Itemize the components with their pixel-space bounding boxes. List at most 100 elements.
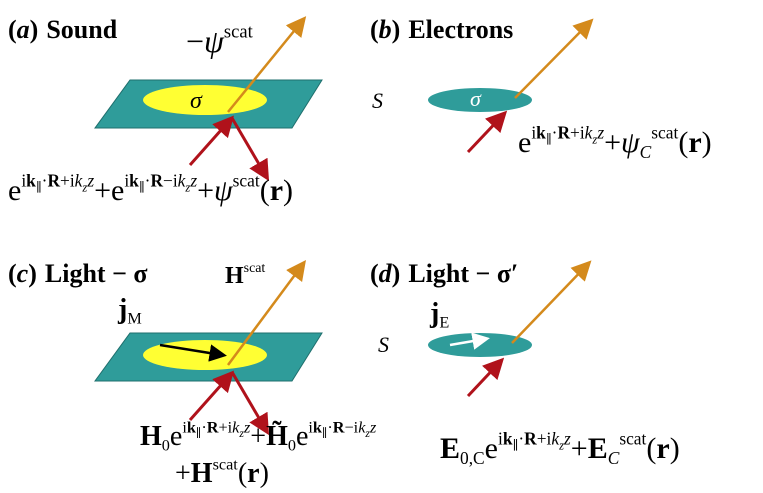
equation-part: z xyxy=(184,181,190,195)
panel-label: ( xyxy=(370,259,379,288)
equation-part: +i xyxy=(60,171,75,191)
equation-part: + xyxy=(604,126,621,159)
equation-part: z xyxy=(364,427,370,440)
scattered-arrow xyxy=(511,260,592,344)
equation-part: e xyxy=(518,126,531,159)
equation-part: r xyxy=(270,174,283,207)
current-arrow xyxy=(159,343,227,362)
equation-part: k xyxy=(187,418,196,436)
panel-label: ) xyxy=(30,15,39,44)
equation-part: i xyxy=(124,171,129,191)
equation-part: · xyxy=(145,171,151,191)
panel-label: ) xyxy=(392,15,401,44)
equation-part: −i xyxy=(345,418,359,436)
equation-part: ) xyxy=(283,174,293,207)
panel-title: (c) Light − σ xyxy=(8,259,148,288)
current-label-part: j xyxy=(429,298,439,329)
panel-title: (d) Light − σ′ xyxy=(370,259,518,288)
equation-part: k xyxy=(536,123,546,143)
disk-label: σ xyxy=(190,88,203,114)
equation-part: ∥ xyxy=(513,439,519,453)
equation-part: i xyxy=(531,123,536,143)
equation-part: + xyxy=(250,421,266,452)
panel-label: ( xyxy=(8,259,17,288)
equation-part: · xyxy=(201,418,206,436)
equation-part: z xyxy=(81,181,87,195)
equation-part: · xyxy=(327,418,332,436)
equation: H0eik∥·R+ikzz+H̃0eik∥·R−ikzz xyxy=(140,418,377,454)
equation-part: R xyxy=(207,418,219,436)
equation-part: k xyxy=(26,171,36,191)
equation-part: E xyxy=(588,432,608,465)
equation-part: k xyxy=(503,429,513,449)
equation-part: ∥ xyxy=(546,133,552,147)
equation-part: ∥ xyxy=(36,181,42,195)
equation-part: k xyxy=(129,171,139,191)
equation-part: · xyxy=(42,171,48,191)
scattered-arrow xyxy=(227,16,307,113)
equation-part: z xyxy=(591,133,597,147)
equation-part: z xyxy=(243,418,251,436)
reflected-arrow xyxy=(230,371,270,436)
equation-part: k xyxy=(313,418,322,436)
equation-part: ∥ xyxy=(196,427,201,440)
equation-part: k xyxy=(551,429,559,449)
surface-label: S xyxy=(372,88,383,113)
current-label: jE xyxy=(429,298,449,332)
beam-label-part: H xyxy=(225,263,244,289)
equation-part: scat xyxy=(619,429,646,449)
equation-part: z xyxy=(563,429,571,449)
equation-part: R xyxy=(333,418,345,436)
equation-part: · xyxy=(518,429,524,449)
equation-part: i xyxy=(21,171,26,191)
panel-label: ( xyxy=(370,15,379,44)
equation: E0,Ceik∥·R+ikzz+ECscat(r) xyxy=(440,429,680,469)
equation-part: · xyxy=(552,123,558,143)
equation-part: z xyxy=(596,123,604,143)
equation-part: r xyxy=(688,126,701,159)
equation-part: ∥ xyxy=(139,181,145,195)
beam-label: Hscat xyxy=(225,261,265,289)
equation-part: H xyxy=(191,458,213,489)
equation-part: R xyxy=(47,171,60,191)
current-label-part: j xyxy=(117,294,127,325)
disk-label: σ xyxy=(470,86,482,111)
equation-part: ( xyxy=(646,432,656,465)
equation-part: C xyxy=(608,448,620,468)
equation-part: ( xyxy=(238,458,247,489)
incident-arrow xyxy=(188,115,234,166)
equation-part: k xyxy=(358,418,366,436)
equation-part: i xyxy=(498,429,503,449)
equation-part: H xyxy=(140,421,162,452)
beam-label-part: − xyxy=(186,23,204,59)
equation-part: ∥ xyxy=(322,427,327,440)
panel-label: b xyxy=(379,15,392,44)
equation-part: r xyxy=(247,458,259,489)
equation: +Hscat(r) xyxy=(175,455,269,489)
equation: eik∥·R+ikzz+ψCscat(r) xyxy=(518,123,712,163)
equation-part: E xyxy=(440,432,460,465)
panel-title: (b) Electrons xyxy=(370,15,513,44)
equation-part: + xyxy=(571,432,588,465)
equation-part: e xyxy=(8,174,21,207)
panel-label: ( xyxy=(8,15,17,44)
equation-part: ) xyxy=(670,432,680,465)
beam-label: −ψscat xyxy=(186,22,254,59)
equation-part: 0,C xyxy=(460,448,485,468)
equation-part: R xyxy=(557,123,570,143)
beam-label-part: scat xyxy=(224,22,254,43)
equation-part: 0 xyxy=(288,437,296,455)
panel-label: c xyxy=(17,259,29,288)
panel-label: a xyxy=(17,15,30,44)
equation-part: scat xyxy=(213,455,239,473)
equation-part: z xyxy=(369,418,377,436)
equation-part: i xyxy=(308,418,313,436)
incident-arrow xyxy=(188,370,234,421)
equation-part: ψ xyxy=(214,174,234,207)
equation-part: scat xyxy=(233,171,260,191)
panel-label: ) xyxy=(392,259,401,288)
panel-name: Electrons xyxy=(408,15,513,44)
equation-part: +e xyxy=(94,174,124,207)
equation-part: ( xyxy=(678,126,688,159)
equation-part: r xyxy=(656,432,669,465)
